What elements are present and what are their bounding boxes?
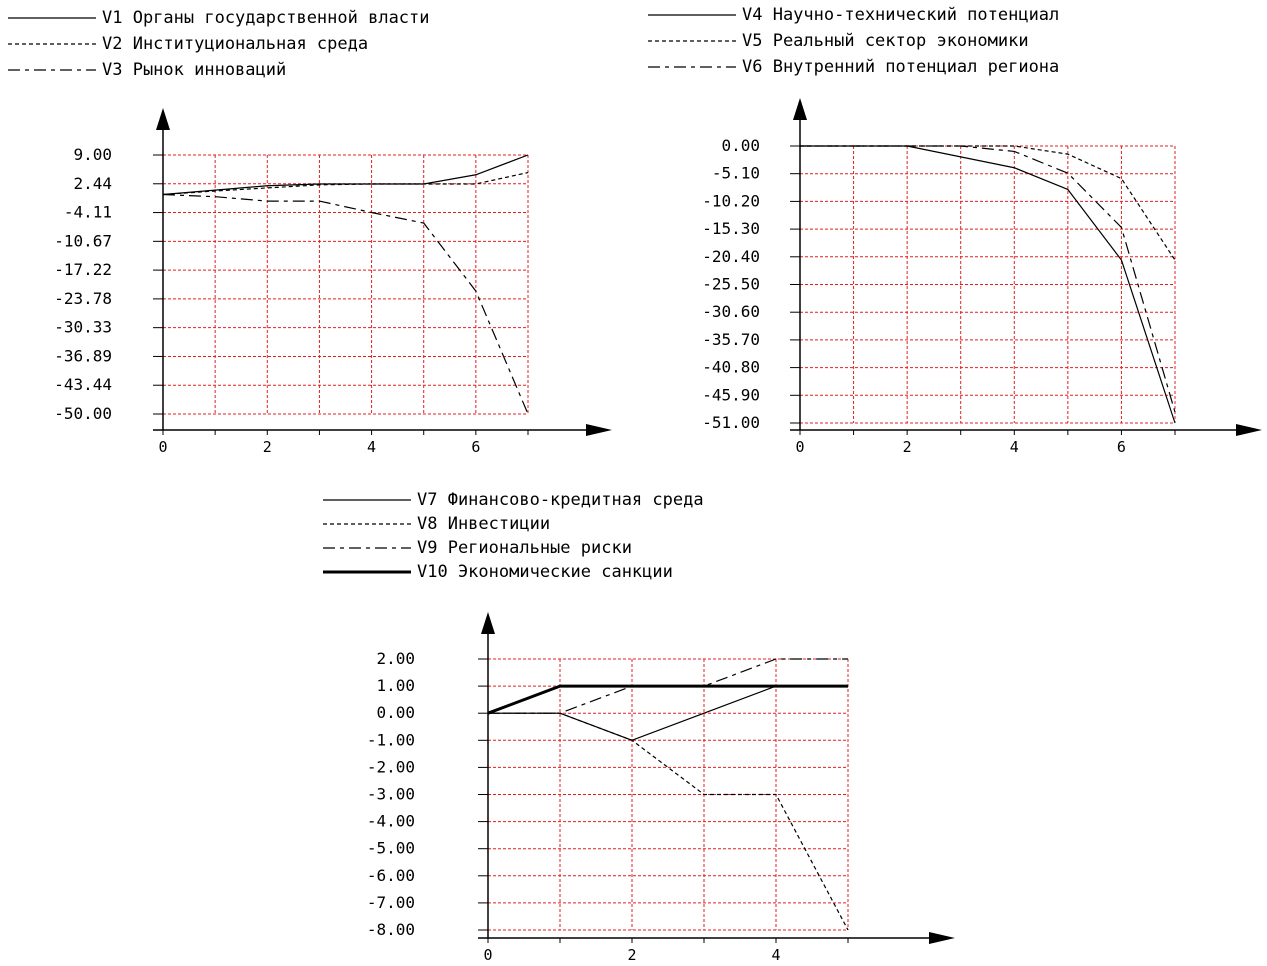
- y-tick-label: -36.89: [54, 346, 112, 365]
- y-tick-label: -45.90: [702, 385, 760, 404]
- chart-3: V7 Финансово-кредитная среда V8 Инвестици…: [323, 490, 955, 964]
- y-tick-label: -35.70: [702, 330, 760, 349]
- y-tick-label: -30.33: [54, 318, 112, 337]
- x-axis-arrow: [1236, 424, 1262, 436]
- x-tick-label: 4: [367, 438, 376, 456]
- y-tick-label: -1.00: [367, 730, 415, 749]
- y-tick-label: -2.00: [367, 757, 415, 776]
- series-line-3: [800, 145, 1176, 413]
- y-tick-label: 0.00: [721, 136, 760, 155]
- x-tick-label: 0: [795, 438, 804, 456]
- y-axis-arrow: [793, 98, 807, 120]
- y-tick-label: -43.44: [54, 375, 112, 394]
- y-axis-arrow: [156, 108, 170, 130]
- legend-label: V9 Региональные риски: [417, 538, 632, 558]
- y-tick-label: -15.30: [702, 219, 760, 238]
- legend-label: V3 Рынок инноваций: [102, 60, 286, 80]
- legend-label: V6 Внутренний потенциал региона: [742, 57, 1059, 77]
- chart-1: V1 Органы государственной власти V2 Инсти…: [8, 8, 612, 456]
- x-tick-label: 4: [771, 946, 780, 964]
- y-tick-label: -3.00: [367, 785, 415, 804]
- y-axis-arrow: [481, 612, 495, 634]
- y-tick-label: -30.60: [702, 302, 760, 321]
- y-tick-label: -51.00: [702, 413, 760, 432]
- y-tick-label: -7.00: [367, 893, 415, 912]
- y-tick-label: 9.00: [73, 145, 112, 164]
- y-tick-label: 2.44: [73, 174, 112, 193]
- x-tick-label: 2: [263, 438, 272, 456]
- y-tick-label: -10.67: [54, 231, 112, 250]
- y-tick-label: -8.00: [367, 920, 415, 939]
- x-tick-label: 6: [1117, 438, 1126, 456]
- y-tick-label: -4.11: [64, 203, 112, 222]
- legend-label: V5 Реальный сектор экономики: [742, 31, 1029, 51]
- y-tick-label: -25.50: [702, 275, 760, 294]
- x-tick-label: 4: [1010, 438, 1019, 456]
- x-axis-arrow: [586, 424, 612, 436]
- y-tick-label: 2.00: [376, 649, 415, 668]
- y-tick-label: -5.10: [712, 164, 760, 183]
- legend-label: V8 Инвестиции: [417, 514, 550, 534]
- x-tick-label: 6: [471, 438, 480, 456]
- x-tick-label: 2: [627, 946, 636, 964]
- y-tick-label: -20.40: [702, 247, 760, 266]
- legend-label: V10 Экономические санкции: [417, 562, 673, 582]
- legend-label: V7 Финансово-кредитная среда: [417, 490, 704, 510]
- y-tick-label: -17.22: [54, 260, 112, 279]
- chart-2: V4 Научно-технический потенциал V5 Реальн…: [648, 5, 1262, 456]
- legend-label: V2 Институциональная среда: [102, 34, 368, 54]
- y-tick-label: -10.20: [702, 191, 760, 210]
- x-axis-arrow: [929, 932, 955, 944]
- y-tick-label: -23.78: [54, 289, 112, 308]
- x-tick-label: 2: [903, 438, 912, 456]
- legend-label: V4 Научно-технический потенциал: [742, 5, 1059, 25]
- y-tick-label: -40.80: [702, 358, 760, 377]
- y-tick-label: -4.00: [367, 812, 415, 831]
- series-line-2: [800, 145, 1176, 261]
- series-line-3: [162, 193, 529, 415]
- y-tick-label: -5.00: [367, 839, 415, 858]
- y-tick-label: -6.00: [367, 866, 415, 885]
- x-tick-label: 0: [483, 946, 492, 964]
- y-tick-label: 1.00: [376, 676, 415, 695]
- series-line-2: [162, 171, 529, 196]
- y-tick-label: 0.00: [376, 703, 415, 722]
- series-line-1: [162, 154, 529, 196]
- y-tick-label: -50.00: [54, 404, 112, 423]
- legend-label: V1 Органы государственной власти: [102, 8, 430, 28]
- x-tick-label: 0: [158, 438, 167, 456]
- series-line-4: [487, 684, 848, 715]
